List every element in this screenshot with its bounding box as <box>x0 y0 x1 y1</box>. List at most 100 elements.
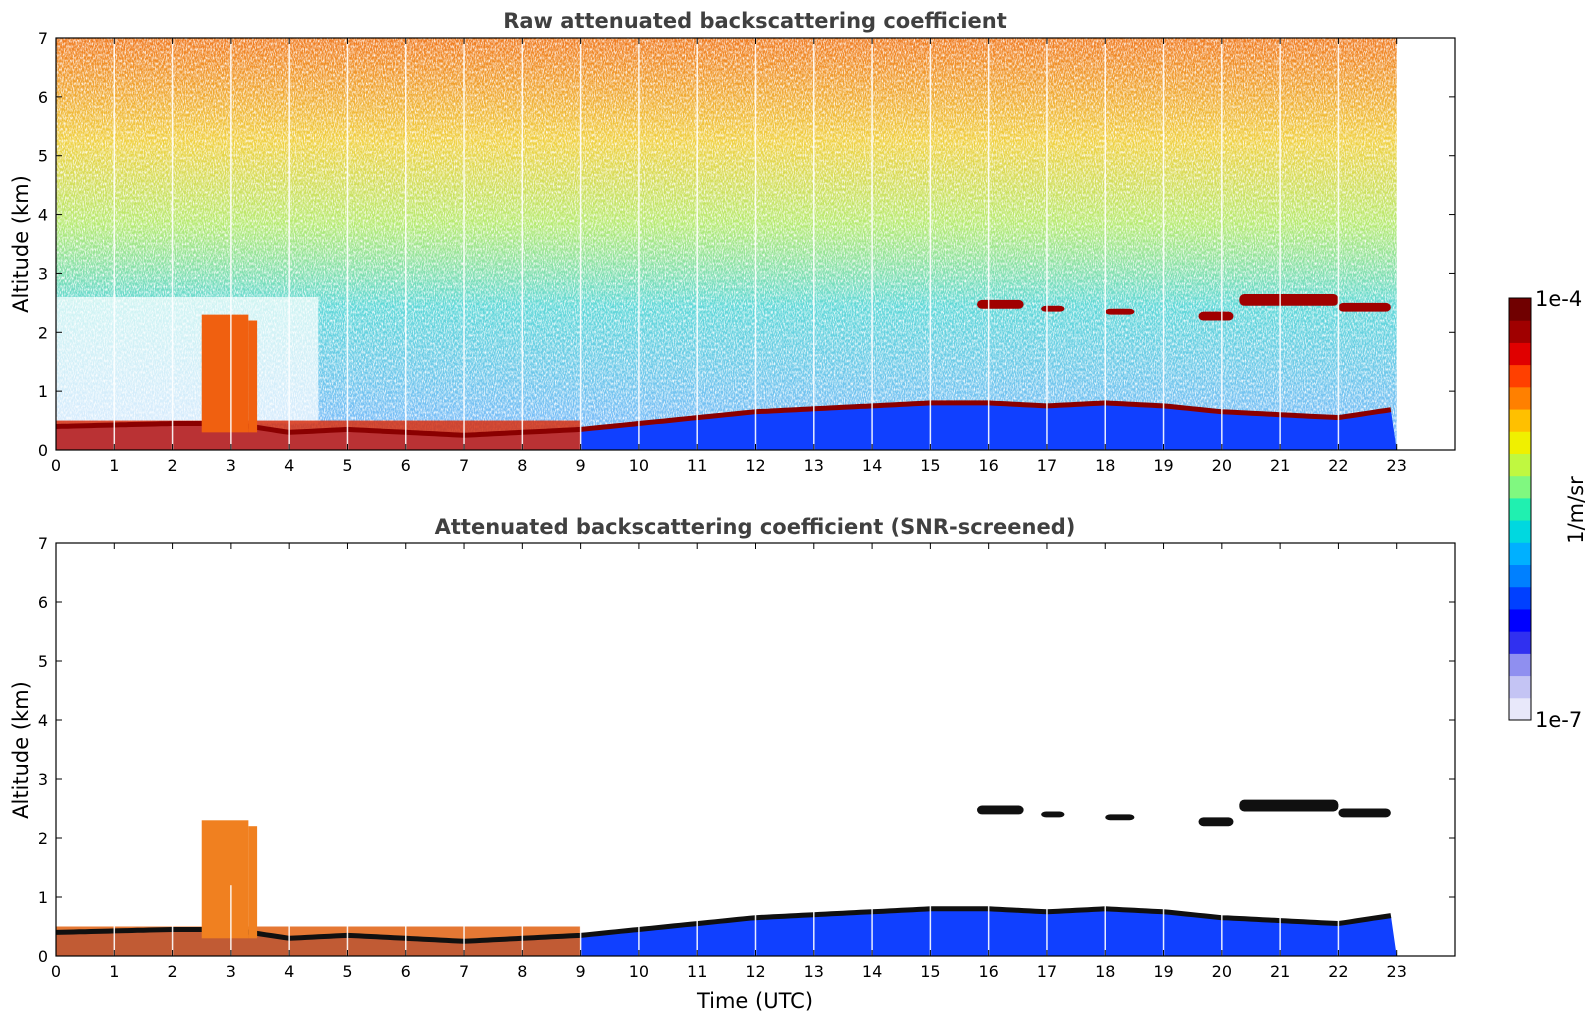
y-tick-label: 1 <box>38 888 48 907</box>
x-tick-label: 20 <box>1212 962 1232 981</box>
y-tick-label: 4 <box>38 711 48 730</box>
x-tick-label: 3 <box>226 962 236 981</box>
y-tick-label: 7 <box>38 534 48 553</box>
raw-backscatter-panel: Raw attenuated backscattering coefficien… <box>9 9 1456 475</box>
raw-cloud-layer <box>201 314 249 433</box>
raw-boundary-layer-top <box>56 400 1392 438</box>
colorbar-max-label: 1e-4 <box>1535 287 1582 311</box>
x-tick-label: 9 <box>576 962 586 981</box>
colorbar-step <box>1509 564 1531 588</box>
x-tick-label: 22 <box>1328 456 1348 475</box>
colorbar-step <box>1509 386 1531 410</box>
x-tick-label: 4 <box>284 962 294 981</box>
x-tick-label: 1 <box>109 456 119 475</box>
raw-cloud-layer <box>977 299 1024 309</box>
colorbar: 1e-4 1e-7 1/m/sr <box>1508 287 1588 732</box>
colorbar-step <box>1509 364 1531 388</box>
raw-heatmap <box>56 38 1397 450</box>
x-tick-label: 13 <box>804 456 824 475</box>
x-tick-label: 12 <box>745 962 765 981</box>
x-tick-label: 5 <box>342 456 352 475</box>
x-tick-label: 3 <box>226 456 236 475</box>
colorbar-step <box>1509 342 1531 366</box>
colorbar-step <box>1509 608 1531 632</box>
y-tick-label: 3 <box>38 264 48 283</box>
x-tick-label: 2 <box>167 456 177 475</box>
y-tick-label: 1 <box>38 382 48 401</box>
y-tick-label: 4 <box>38 206 48 225</box>
raw-cloud-layer <box>1105 308 1135 315</box>
raw-y-axis: 0 1 2 3 4 5 6 7 <box>38 29 1455 460</box>
colorbar-step <box>1509 631 1531 654</box>
x-tick-label: 8 <box>517 962 527 981</box>
colorbar-step <box>1509 675 1531 699</box>
colorbar-step <box>1509 431 1531 454</box>
colorbar-step <box>1509 453 1531 477</box>
snr-cloud-layer <box>1105 814 1135 821</box>
x-tick-label: 15 <box>920 962 940 981</box>
y-tick-label: 5 <box>38 652 48 671</box>
y-tick-label: 5 <box>38 147 48 166</box>
raw-cloud-layer <box>1239 294 1339 306</box>
x-tick-label: 0 <box>51 456 61 475</box>
colorbar-step <box>1509 542 1531 566</box>
x-tick-label: 21 <box>1270 456 1290 475</box>
raw-cloud-layer <box>1338 302 1391 312</box>
x-tick-label: 16 <box>978 456 998 475</box>
raw-y-axis-label: Altitude (km) <box>9 175 33 313</box>
x-tick-label: 11 <box>687 962 707 981</box>
x-tick-label: 14 <box>862 456 882 475</box>
x-tick-label: 0 <box>51 962 61 981</box>
x-tick-label: 20 <box>1212 456 1232 475</box>
x-tick-label: 22 <box>1328 962 1348 981</box>
colorbar-step <box>1509 586 1531 610</box>
x-tick-label: 1 <box>109 962 119 981</box>
snr-cloud-layer <box>1239 799 1339 812</box>
snr-cloud-layer <box>1338 808 1391 818</box>
y-tick-label: 2 <box>38 323 48 342</box>
colorbar-step <box>1509 653 1531 677</box>
y-tick-label: 3 <box>38 770 48 789</box>
colorbar-steps <box>1509 298 1531 721</box>
snr-cloud-layer <box>977 805 1024 815</box>
x-tick-label: 16 <box>978 962 998 981</box>
x-tick-label: 23 <box>1387 456 1407 475</box>
x-tick-label: 19 <box>1153 456 1173 475</box>
snr-screened-panel: Attenuated backscattering coefficient (S… <box>9 515 1456 1013</box>
x-tick-label: 14 <box>862 962 882 981</box>
raw-cloud-layer <box>1041 305 1065 312</box>
snr-cloud-layer <box>248 826 258 939</box>
snr-y-axis: 0 1 2 3 4 5 6 7 <box>38 534 1455 966</box>
y-tick-label: 0 <box>38 441 48 460</box>
snr-heatmap <box>56 799 1397 956</box>
x-tick-label: 15 <box>920 456 940 475</box>
raw-sparse-region <box>56 296 319 424</box>
x-tick-label: 19 <box>1153 962 1173 981</box>
snr-panel-title: Attenuated backscattering coefficient (S… <box>435 515 1076 539</box>
colorbar-label: 1/m/sr <box>1564 476 1588 544</box>
snr-cloud-layer <box>1041 811 1065 818</box>
snr-cloud-layer <box>1198 817 1234 827</box>
x-tick-label: 17 <box>1037 962 1057 981</box>
y-tick-label: 7 <box>38 29 48 48</box>
colorbar-step <box>1509 697 1531 721</box>
snr-y-axis-label: Altitude (km) <box>9 681 33 819</box>
raw-cloud-layer <box>248 320 258 433</box>
y-tick-label: 2 <box>38 829 48 848</box>
x-tick-label: 7 <box>459 456 469 475</box>
colorbar-min-label: 1e-7 <box>1535 708 1582 732</box>
x-tick-label: 18 <box>1095 456 1115 475</box>
snr-boundary-layer-top <box>56 906 1392 944</box>
snr-x-axis: 0 1 2 3 4 5 6 7 8 9 10 11 12 13 14 15 16 17 18 19 20 21 22 23 <box>51 543 1407 981</box>
x-tick-label: 8 <box>517 456 527 475</box>
colorbar-step <box>1509 497 1531 521</box>
x-axis-label: Time (UTC) <box>696 989 813 1013</box>
colorbar-step <box>1509 520 1531 543</box>
x-tick-label: 12 <box>745 456 765 475</box>
x-tick-label: 7 <box>459 962 469 981</box>
x-tick-label: 11 <box>687 456 707 475</box>
raw-x-axis: 0 1 2 3 4 5 6 7 8 9 10 11 12 13 14 15 16 17 18 19 20 21 22 23 <box>51 38 1407 475</box>
x-tick-label: 6 <box>401 456 411 475</box>
x-tick-label: 21 <box>1270 962 1290 981</box>
